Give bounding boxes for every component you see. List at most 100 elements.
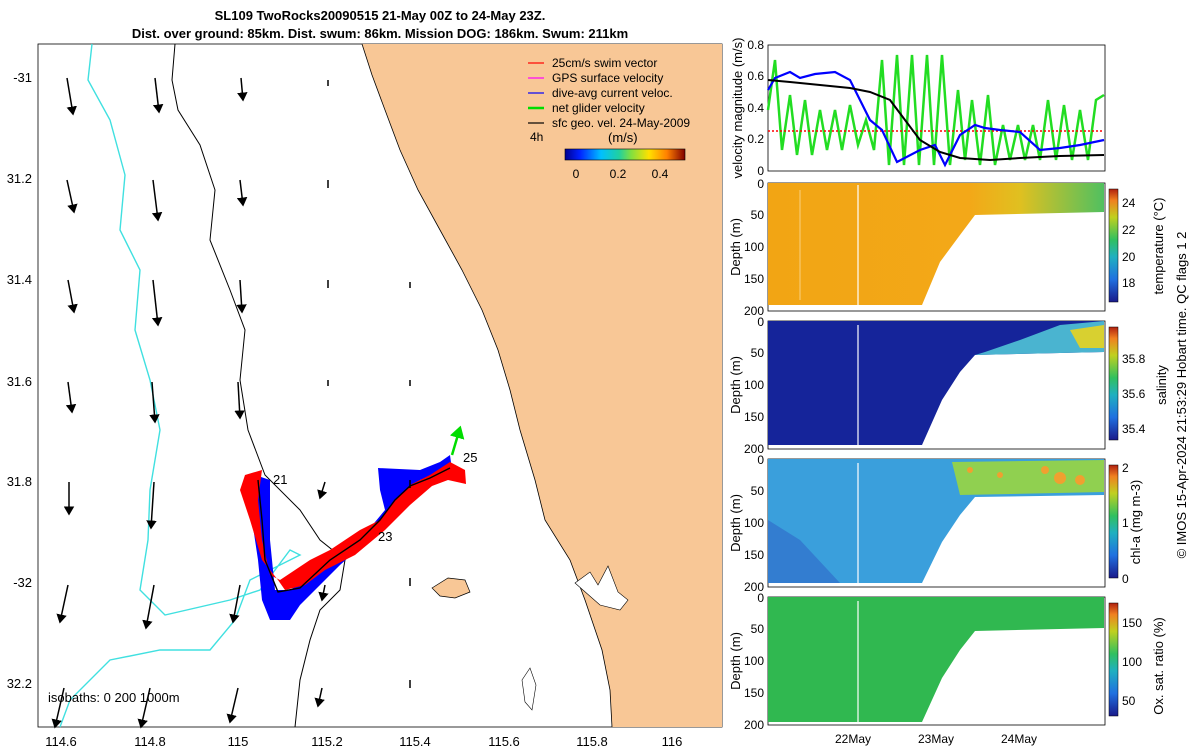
colorbar-tick: 0 [573,167,580,181]
depth-ticks: 0 50 100 150 200 [744,177,764,318]
map-x-tick: 115.6 [488,734,520,749]
ox-cbar-tick: 150 [1122,616,1142,630]
day-label-25: 25 [463,450,477,465]
legend-net-glider: net glider velocity [552,101,645,115]
map-x-tick: 115.2 [311,734,343,749]
temp-cbar-tick: 24 [1122,196,1136,210]
lake [521,667,537,711]
depth-tick: 150 [744,686,764,700]
map-y-tick: 31.4 [7,272,32,287]
interval-label: 4h [530,130,543,144]
map-x-tick: 114.6 [45,734,77,749]
estuary [574,565,629,611]
depth-tick: 200 [744,304,764,318]
depth-tick: 150 [744,272,764,286]
salinity-panel: 35.4 35.6 35.8 salinity Depth (m) 0 50 1… [728,315,1169,456]
depth-tick: 50 [751,622,765,636]
surface-velocity-vectors [51,77,411,729]
chla-label: chl-a (mg m-3) [1128,480,1143,565]
sfc-geo-series [767,79,1105,162]
map-x-tick: 116 [662,734,683,749]
map-y-tick: 32.2 [7,676,32,691]
map-y-tick: -32 [13,575,32,590]
velocity-tick: 0.4 [747,101,764,115]
sal-cbar-tick: 35.6 [1122,387,1146,401]
ox-cbar-tick: 100 [1122,655,1142,669]
salinity-cbar-ticks: 35.4 35.6 35.8 [1122,352,1146,436]
dive-avg-series [767,70,1105,168]
depth-label: Depth (m) [728,356,743,414]
depth-tick: 0 [757,591,764,605]
velocity-tick: 0.6 [747,69,764,83]
chla-colorbar [1108,464,1119,579]
depth-label: Depth (m) [728,494,743,552]
chla-cbar-tick: 2 [1122,461,1129,475]
depth-tick: 50 [751,208,765,222]
chla-cbar-ticks: 0 1 2 [1122,461,1129,586]
velocity-y-ticks: 0.8 0.6 0.4 0.2 0 [747,38,764,178]
isobaths-label: isobaths: 0 200 1000m [48,690,180,705]
velocity-tick: 0 [757,164,764,178]
oxygen-panel: 50 100 150 Ox. sat. ratio (%) Depth (m) … [728,591,1166,746]
velocity-ylabel: velocity magnitude (m/s) [730,38,745,179]
island [431,577,471,599]
oxygen-colorbar [1108,602,1119,717]
depth-tick: 0 [757,315,764,329]
land-mass [362,44,722,727]
depth-tick: 100 [744,240,764,254]
isobath-200m [171,43,346,728]
oxygen-section [768,597,1104,722]
colorbar-tick: 0.4 [652,167,669,181]
map-panel: 21 23 25 114.6 114.8 115 115.2 115.4 115… [7,43,723,749]
velocity-tick: 0.8 [747,38,764,52]
temperature-cbar-ticks: 18 20 22 24 [1122,196,1136,290]
day-label-21: 21 [273,472,287,487]
figure-title-line-1: SL109 TwoRocks20090515 21-May 00Z to 24-… [214,8,546,23]
legend-swim-vector: 25cm/s swim vector [552,56,657,70]
chla-cbar-tick: 1 [1122,516,1129,530]
depth-tick: 100 [744,654,764,668]
legend-gps-velocity: GPS surface velocity [552,71,663,85]
temperature-section [768,183,1104,305]
day-label-23: 23 [378,529,392,544]
temperature-label: temperature (°C) [1151,198,1166,295]
speed-colorbar [564,148,686,161]
depth-tick: 100 [744,516,764,530]
depth-tick: 50 [751,484,765,498]
legend-dive-avg: dive-avg current veloc. [552,86,673,100]
chla-panel: 0 1 2 chl-a (mg m-3) Depth (m) 0 50 100 … [728,453,1143,594]
oxygen-label: Ox. sat. ratio (%) [1151,617,1166,715]
depth-tick: 150 [744,548,764,562]
map-legend: 25cm/s swim vector GPS surface velocity … [528,56,690,181]
glider-track [257,467,451,593]
depth-label: Depth (m) [728,218,743,276]
depth-ticks: 0 50 100 150 200 [744,315,764,456]
depth-ticks: 0 50 100 150 200 [744,591,764,732]
map-x-tick: 115.8 [576,734,608,749]
salinity-label: salinity [1154,365,1169,405]
depth-tick: 200 [744,442,764,456]
net-velocity-series [766,54,1105,166]
depth-tick: 150 [744,410,764,424]
time-ticks: 22May 23May 24May [835,732,1037,746]
map-y-tick: 31.2 [7,171,32,186]
sal-cbar-tick: 35.8 [1122,352,1146,366]
velocity-panel: 0.8 0.6 0.4 0.2 0 velocity magnitude (m/… [730,38,1106,179]
map-y-tick: -31 [13,70,32,85]
swim-vector-band [240,462,466,590]
chla-hotspots [967,466,1085,485]
velocity-tick: 0.2 [747,132,764,146]
depth-tick: 0 [757,177,764,191]
ox-cbar-tick: 50 [1122,694,1136,708]
depth-tick: 200 [744,718,764,732]
temp-cbar-tick: 18 [1122,276,1136,290]
net-glider-velocity-arrow [449,425,465,456]
depth-tick: 0 [757,453,764,467]
map-y-tick: 31.6 [7,374,32,389]
map-y-tick: 31.8 [7,474,32,489]
oxygen-cbar-ticks: 50 100 150 [1122,616,1142,708]
depth-tick: 100 [744,378,764,392]
colorbar-unit: (m/s) [608,130,638,145]
colorbar-tick: 0.2 [610,167,627,181]
